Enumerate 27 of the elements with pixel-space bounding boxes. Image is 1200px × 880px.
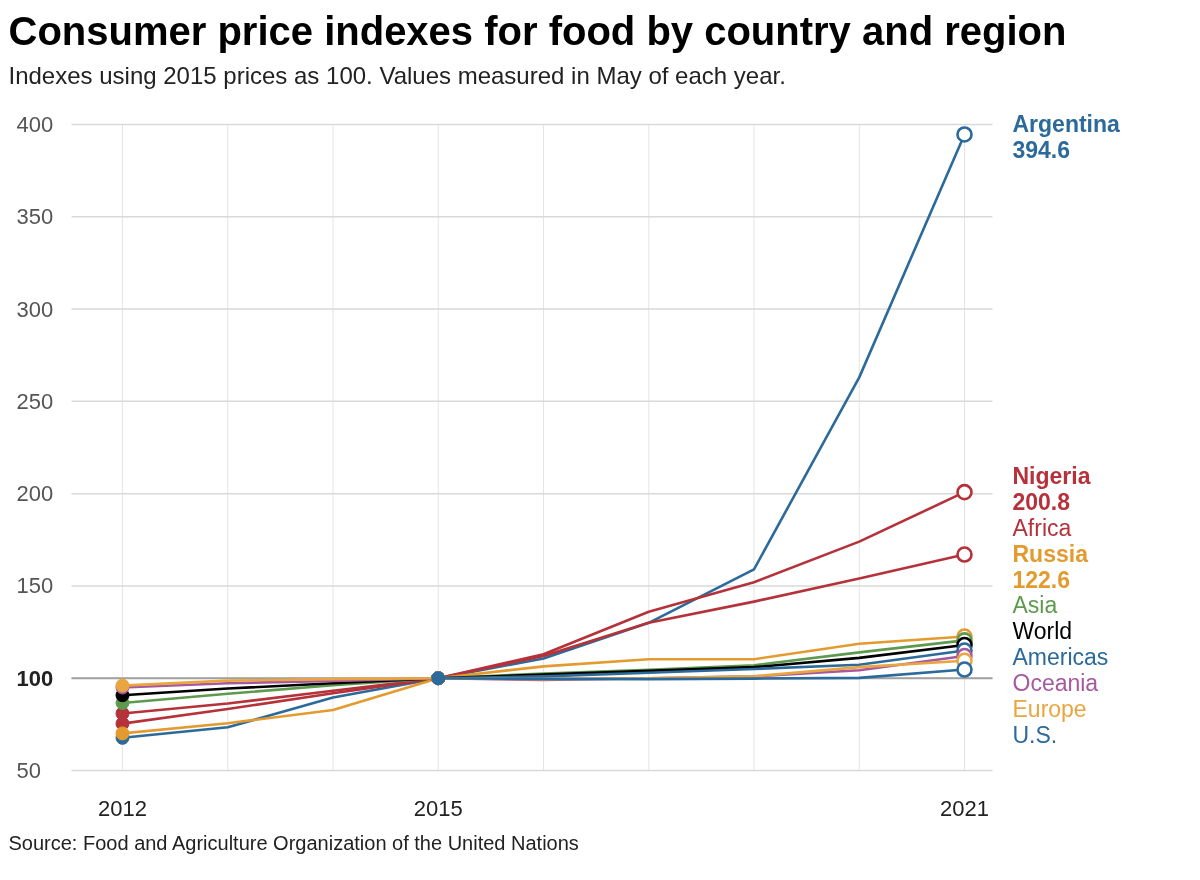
text: Europe: [1012, 696, 1087, 723]
text: U.S.: [1012, 722, 1058, 749]
series-label: Africa: [1012, 514, 1072, 541]
source-note: Source: Food and Agriculture Organization of the United Nations: [8, 831, 579, 854]
text: Russia: [1012, 540, 1089, 567]
series-label: Oceania: [1012, 670, 1099, 697]
data-label: 394.6: [1012, 137, 1071, 163]
y-tick-label: 300: [16, 296, 54, 322]
y-tick-label: 400: [16, 112, 54, 137]
x-tick-label: 2021: [940, 795, 989, 821]
chart-title: Consumer price indexes for food by country and region: [8, 8, 1067, 53]
series-label: Americas: [1012, 644, 1109, 671]
y-tick-label: 350: [16, 204, 54, 230]
y-tick-label: 50: [16, 758, 41, 783]
series-label: Asia: [1012, 592, 1058, 619]
y-tick-label: 200: [16, 481, 54, 507]
y-tick-label: 250: [16, 388, 54, 414]
data-label: 200.8: [1012, 489, 1071, 516]
chart-subtitle: Indexes using 2015 prices as 100. Values measured in May of each year.: [8, 61, 786, 89]
x-tick-label: 2012: [98, 795, 147, 821]
series-label: Argentina: [1012, 110, 1121, 137]
series-label: World: [1012, 618, 1073, 645]
x-tick-label: 2015: [413, 795, 463, 821]
y-tick-label: 150: [16, 573, 54, 599]
series-label: Nigeria: [1012, 462, 1091, 489]
data-label: 122.6: [1012, 567, 1071, 593]
y-tick-label: 100: [16, 665, 54, 691]
